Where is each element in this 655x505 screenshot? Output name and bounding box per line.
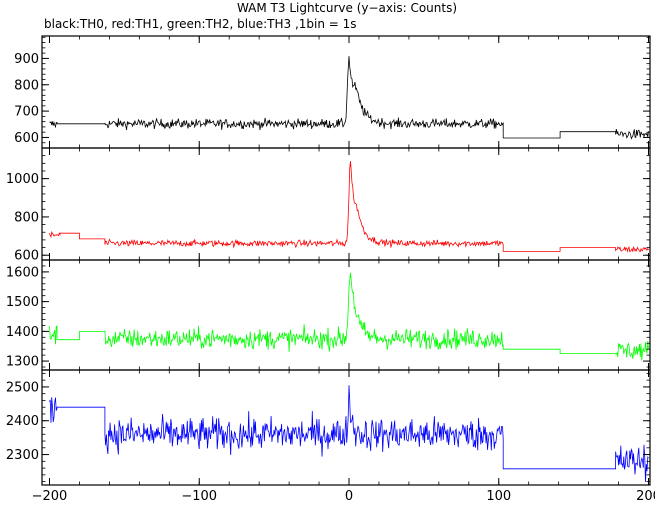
x-tick-label: 0 (345, 489, 353, 504)
y-tick-label: 600 (14, 249, 39, 264)
y-tick-label: 800 (14, 210, 39, 225)
series-line-th3 (49, 385, 649, 483)
series-line-th2 (49, 272, 649, 361)
y-tick-label: 1000 (6, 172, 39, 187)
y-tick-label: 600 (14, 131, 39, 146)
chart-title: WAM T3 Lightcurve (y−axis: Counts) (237, 1, 457, 15)
x-tick-label: −100 (181, 489, 217, 504)
x-tick-label: 200 (636, 489, 655, 504)
x-tick-label: −200 (32, 489, 68, 504)
panel-th2: 1300 1400 1500 1600 (6, 259, 651, 371)
panel-th3: 2300 2400 2500 (6, 369, 651, 486)
y-tick-label: 1600 (6, 265, 39, 280)
panel-th1: 600 800 1000 (6, 147, 651, 264)
y-tick-label: 2300 (6, 448, 39, 463)
panel-th0: 600 700 800 900 (14, 35, 651, 149)
y-tick-label: 900 (14, 52, 39, 67)
panel-frame (41, 35, 651, 149)
series-line-th0 (49, 56, 649, 140)
y-tick-label: 2500 (6, 380, 39, 395)
y-tick-label: 800 (14, 78, 39, 93)
y-tick-label: 700 (14, 105, 39, 120)
y-tick-label: 1500 (6, 295, 39, 310)
y-tick-label: 2400 (6, 414, 39, 429)
panels-group: 6007008009006008001000130014001500160023… (6, 35, 655, 504)
x-tick-label: 100 (486, 489, 511, 504)
panel-frame (41, 259, 651, 371)
y-tick-label: 1400 (6, 325, 39, 340)
chart-subtitle: black:TH0, red:TH1, green:TH2, blue:TH3 … (44, 17, 357, 31)
series-line-th1 (49, 161, 649, 253)
y-tick-label: 1300 (6, 355, 39, 370)
